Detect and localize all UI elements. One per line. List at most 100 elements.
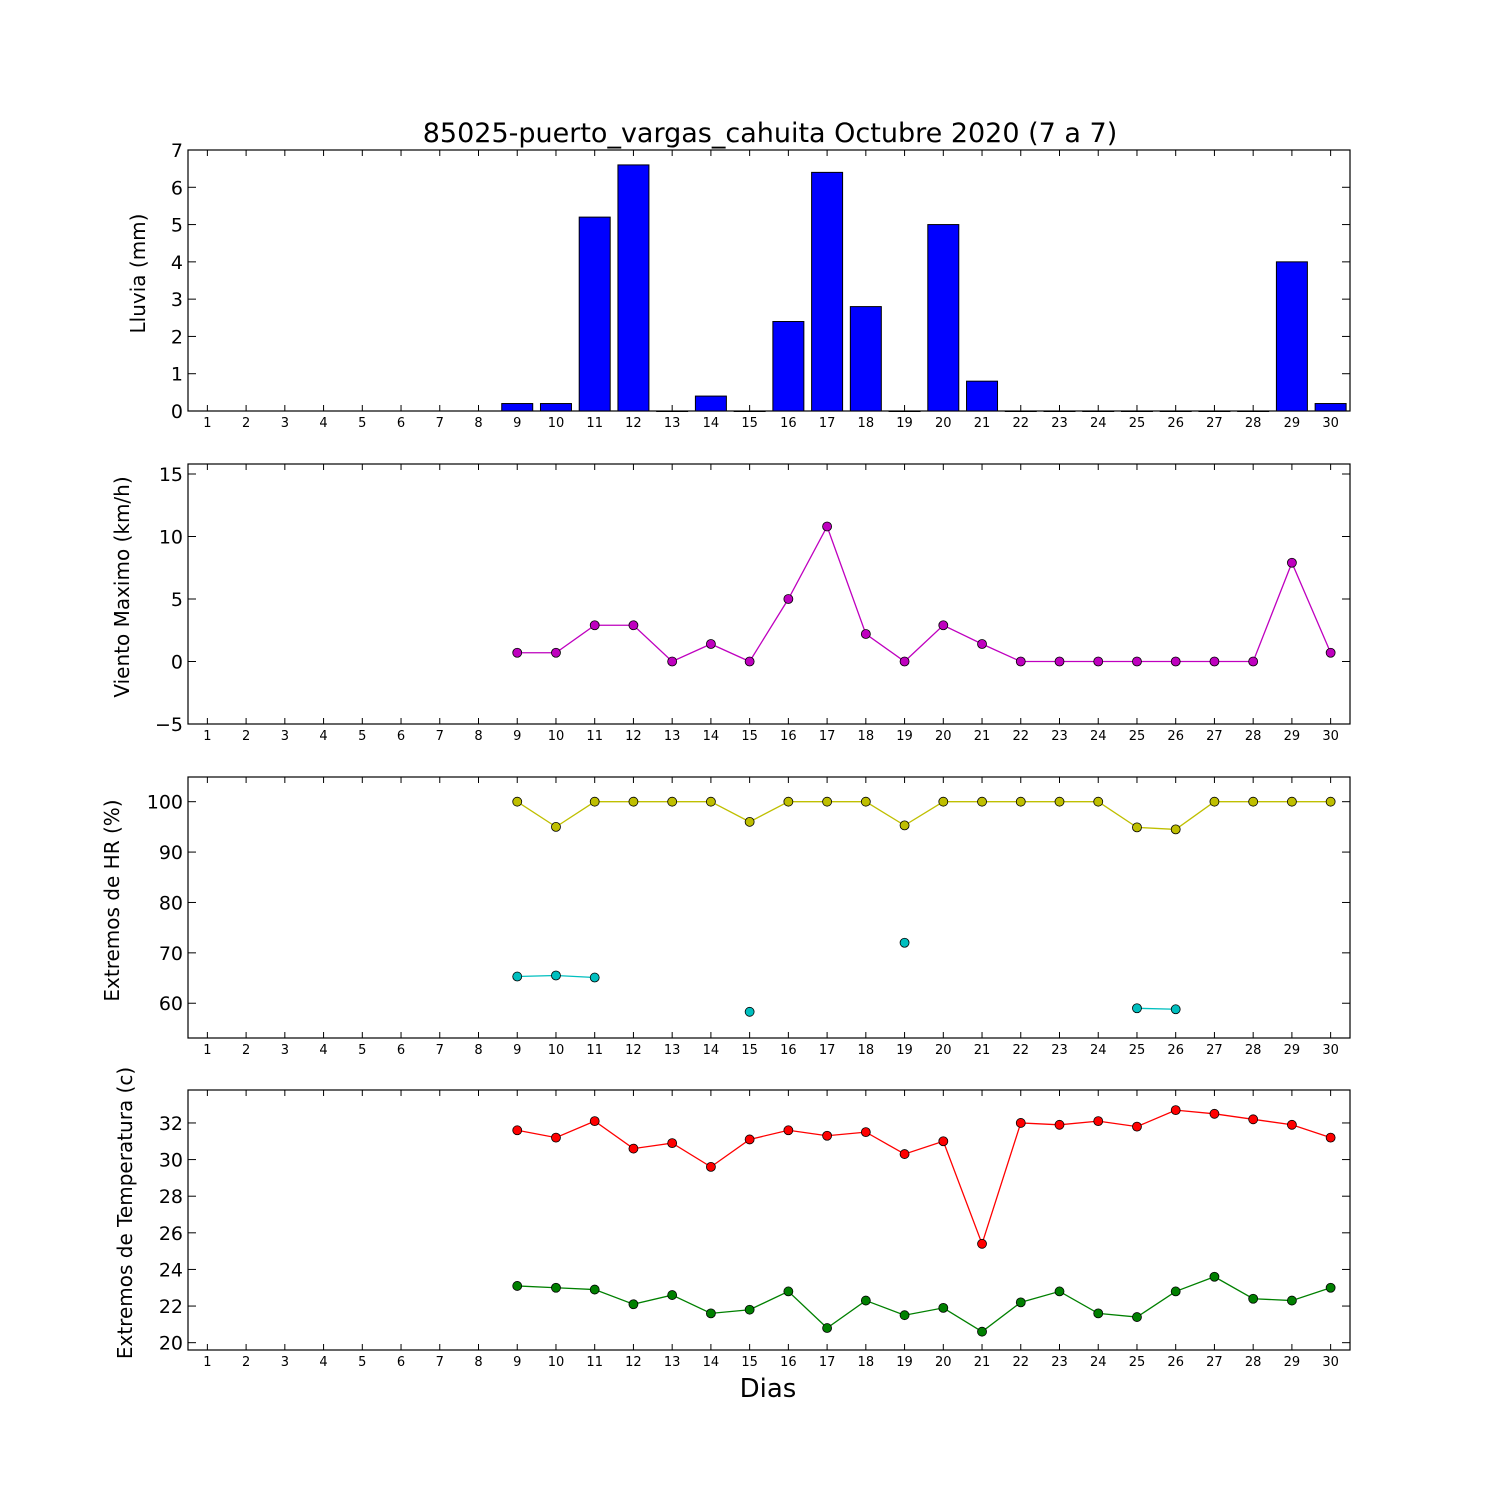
x-tick-label: 3 bbox=[281, 1355, 289, 1370]
rain-bar bbox=[694, 395, 727, 412]
x-tick-label: 13 bbox=[664, 1355, 681, 1370]
data-point bbox=[1209, 796, 1220, 807]
rain-bar bbox=[617, 164, 650, 412]
x-tick-label: 25 bbox=[1129, 1355, 1146, 1370]
rain-bar bbox=[501, 403, 534, 412]
rain-bar bbox=[1082, 410, 1115, 412]
data-point bbox=[977, 639, 987, 649]
x-tick-label: 1 bbox=[203, 729, 211, 744]
x-tick-label: 28 bbox=[1245, 729, 1262, 744]
x-tick-label: 16 bbox=[780, 416, 797, 431]
x-tick-label: 7 bbox=[436, 1355, 444, 1370]
x-tick-label: 14 bbox=[703, 1043, 720, 1058]
x-tick-label: 23 bbox=[1051, 729, 1068, 744]
data-point bbox=[706, 639, 716, 649]
x-tick-label: 14 bbox=[703, 416, 720, 431]
x-tick-label: 3 bbox=[281, 416, 289, 431]
series-line bbox=[517, 524, 1332, 663]
y-tick-label: 70 bbox=[159, 943, 183, 965]
rain-bar bbox=[772, 321, 805, 412]
x-tick-label: 16 bbox=[780, 1355, 797, 1370]
x-tick-label: 13 bbox=[664, 729, 681, 744]
data-point bbox=[1093, 796, 1104, 807]
x-tick-label: 25 bbox=[1129, 729, 1146, 744]
data-point bbox=[899, 820, 910, 831]
x-tick-label: 7 bbox=[436, 729, 444, 744]
x-tick-label: 28 bbox=[1245, 1043, 1262, 1058]
data-point bbox=[1287, 796, 1297, 807]
data-point bbox=[899, 1310, 910, 1321]
rain-bar bbox=[656, 410, 689, 412]
data-point bbox=[822, 1130, 832, 1141]
data-point bbox=[977, 1238, 987, 1249]
rain-bar bbox=[1043, 410, 1076, 412]
data-point bbox=[1015, 1297, 1026, 1308]
x-tick-label: 7 bbox=[436, 1043, 444, 1058]
x-tick-label: 19 bbox=[896, 729, 913, 744]
figure-title: 85025-puerto_vargas_cahuita Octubre 2020… bbox=[423, 118, 1118, 149]
data-point bbox=[822, 1323, 832, 1333]
data-point bbox=[1132, 656, 1142, 667]
y-tick-label: 32 bbox=[159, 1113, 183, 1135]
y-axis-label: Lluvia (mm) bbox=[126, 214, 150, 334]
x-tick-label: 26 bbox=[1167, 1043, 1184, 1058]
x-tick-label: 9 bbox=[513, 416, 521, 431]
data-point bbox=[1170, 1286, 1181, 1297]
x-tick-label: 30 bbox=[1322, 729, 1339, 744]
rain-bar bbox=[849, 306, 882, 412]
y-tick-label: 6 bbox=[171, 177, 183, 199]
x-tick-label: 23 bbox=[1051, 1043, 1068, 1058]
x-tick-label: 22 bbox=[1012, 416, 1029, 431]
x-tick-label: 15 bbox=[741, 1355, 758, 1370]
x-tick-label: 5 bbox=[358, 1355, 366, 1370]
x-tick-label: 18 bbox=[858, 416, 875, 431]
x-tick-label: 21 bbox=[974, 416, 991, 431]
data-point bbox=[706, 796, 716, 807]
data-point bbox=[667, 1290, 678, 1300]
data-point bbox=[783, 594, 794, 604]
data-point bbox=[1209, 656, 1220, 667]
data-point bbox=[938, 796, 949, 807]
data-point bbox=[1209, 1271, 1220, 1282]
x-tick-label: 2 bbox=[242, 1043, 250, 1058]
x-tick-label: 11 bbox=[586, 1043, 603, 1058]
x-tick-label: 10 bbox=[548, 1043, 565, 1058]
x-tick-label: 22 bbox=[1012, 1043, 1029, 1058]
x-tick-label: 30 bbox=[1322, 416, 1339, 431]
data-point bbox=[589, 1284, 600, 1295]
y-tick-label: 5 bbox=[171, 215, 183, 237]
data-point bbox=[1054, 656, 1065, 667]
x-tick-label: 27 bbox=[1206, 729, 1223, 744]
x-tick-label: 14 bbox=[703, 729, 720, 744]
x-tick-label: 18 bbox=[858, 729, 875, 744]
data-point bbox=[706, 1162, 716, 1172]
data-point bbox=[551, 1132, 561, 1143]
data-point bbox=[1093, 1308, 1104, 1319]
x-tick-label: 29 bbox=[1284, 1043, 1301, 1058]
x-tick-label: 1 bbox=[203, 1355, 211, 1370]
x-tick-label: 16 bbox=[780, 1043, 797, 1058]
plot-area bbox=[187, 149, 1351, 412]
x-tick-label: 24 bbox=[1090, 729, 1107, 744]
x-tick-label: 16 bbox=[780, 729, 797, 744]
x-tick-label: 21 bbox=[974, 1355, 991, 1370]
x-tick-label: 17 bbox=[819, 1355, 836, 1370]
rain-bar bbox=[578, 216, 611, 412]
y-tick-label: 0 bbox=[171, 652, 183, 674]
x-tick-label: 10 bbox=[548, 1355, 565, 1370]
x-tick-label: 8 bbox=[474, 1043, 482, 1058]
data-point bbox=[899, 1149, 910, 1159]
x-tick-label: 2 bbox=[242, 729, 250, 744]
x-tick-label: 26 bbox=[1167, 729, 1184, 744]
data-point bbox=[706, 1308, 716, 1319]
x-tick-label: 20 bbox=[935, 1355, 952, 1370]
x-tick-label: 24 bbox=[1090, 1043, 1107, 1058]
data-point bbox=[783, 796, 794, 807]
x-tick-label: 29 bbox=[1284, 1355, 1301, 1370]
x-tick-label: 1 bbox=[203, 1043, 211, 1058]
x-tick-label: 11 bbox=[586, 416, 603, 431]
x-tick-label: 20 bbox=[935, 1043, 952, 1058]
x-tick-label: 2 bbox=[242, 416, 250, 431]
data-point bbox=[1054, 1286, 1065, 1297]
rain-bar bbox=[1314, 403, 1347, 412]
